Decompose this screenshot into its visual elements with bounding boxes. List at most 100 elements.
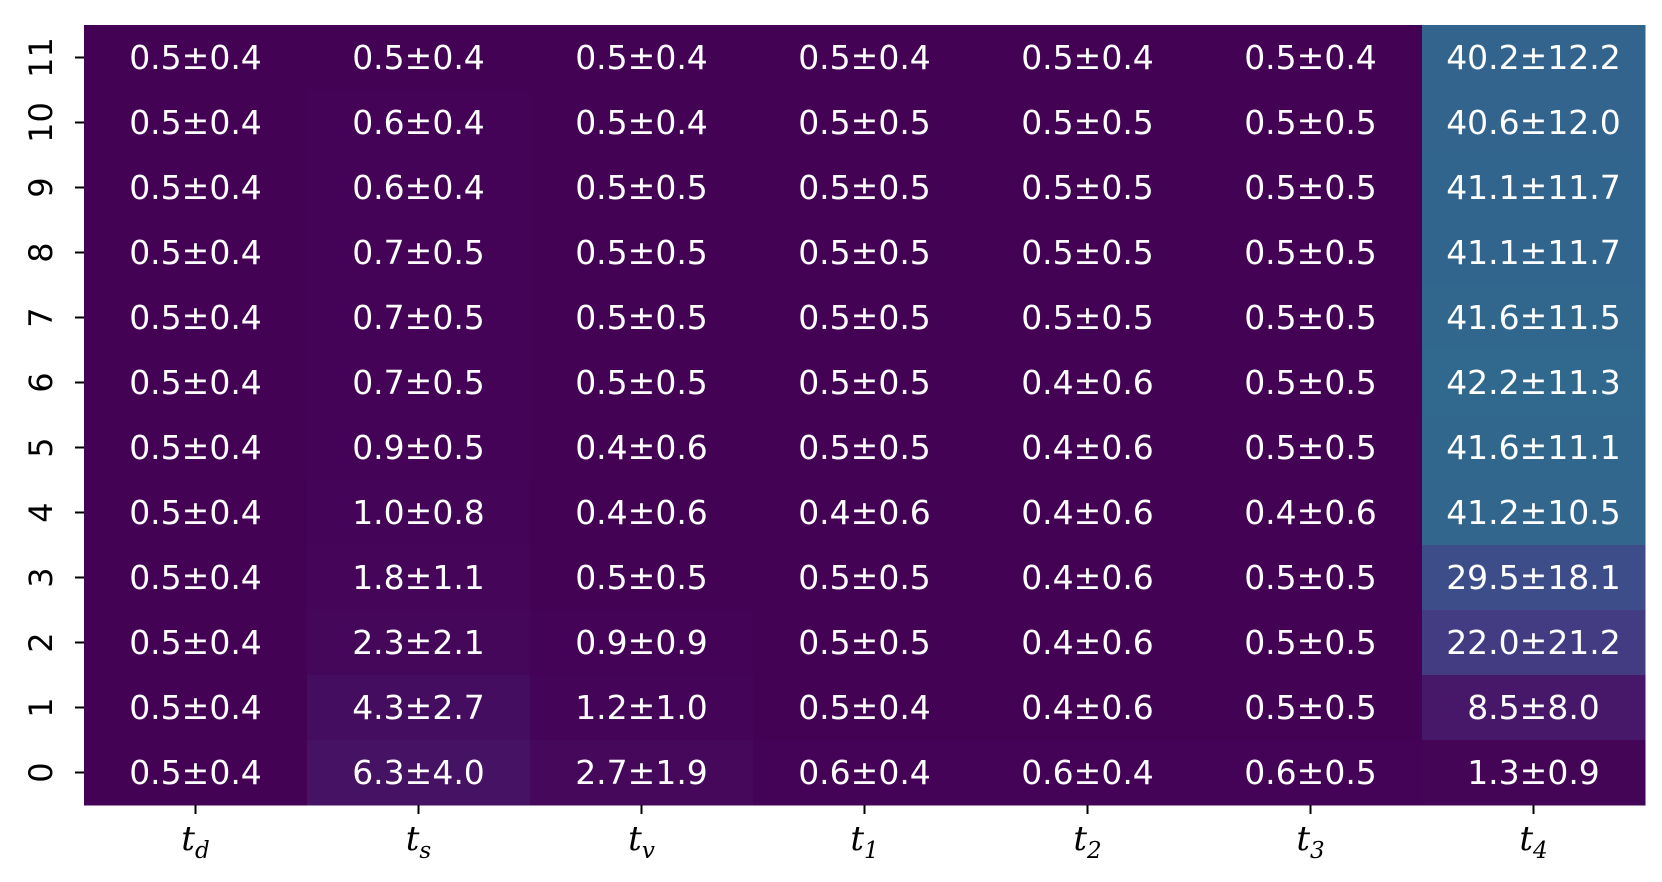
cell-value-label: 0.5±0.4	[575, 103, 708, 142]
heatmap-cell-r0-c2	[530, 25, 754, 91]
cell-value-label: 0.5±0.5	[798, 363, 931, 402]
heatmap-cell-r6-c1	[307, 415, 531, 481]
heatmap-cell-r6-c4	[976, 415, 1200, 481]
heatmap-cell-r10-c2	[530, 675, 754, 741]
cell-value-label: 0.5±0.4	[129, 38, 262, 77]
cell-value-label: 1.2±1.0	[575, 688, 708, 727]
cell-value-label: 40.2±12.2	[1446, 38, 1621, 77]
cell-value-label: 0.4±0.6	[798, 493, 931, 532]
cell-value-label: 0.4±0.6	[1021, 688, 1154, 727]
heatmap-cell-r11-c6	[1422, 740, 1646, 806]
x-tick-label-subscript: 2	[1086, 838, 1102, 864]
cell-value-label: 0.5±0.4	[129, 168, 262, 207]
y-tick-label: 5	[22, 437, 60, 457]
cell-value-label: 0.4±0.6	[575, 428, 708, 467]
cell-value-label: 0.5±0.5	[1244, 688, 1377, 727]
x-tick-label: t1	[850, 819, 878, 864]
cell-value-label: 0.5±0.5	[1021, 233, 1154, 272]
cell-value-label: 0.5±0.5	[575, 558, 708, 597]
cell-value-label: 0.4±0.6	[1244, 493, 1377, 532]
cell-value-label: 2.7±1.9	[575, 753, 708, 792]
cell-value-label: 0.7±0.5	[352, 233, 485, 272]
heatmap-cell-r11-c4	[976, 740, 1200, 806]
heatmap-cell-r4-c1	[307, 285, 531, 351]
cell-value-label: 0.5±0.4	[129, 688, 262, 727]
heatmap-cell-r7-c2	[530, 480, 754, 546]
heatmap-cell-r3-c6	[1422, 220, 1646, 286]
heatmap-cell-r4-c2	[530, 285, 754, 351]
heatmap-cell-r5-c0	[84, 350, 308, 416]
cell-value-label: 0.4±0.6	[1021, 428, 1154, 467]
heatmap-cell-r5-c5	[1199, 350, 1423, 416]
x-tick-label-subscript: v	[642, 838, 655, 864]
heatmap-cell-r1-c6	[1422, 90, 1646, 156]
heatmap-cell-r9-c3	[753, 610, 977, 676]
y-tick-label: 11	[22, 37, 60, 78]
cell-value-label: 0.5±0.5	[1244, 623, 1377, 662]
heatmap-cell-r3-c4	[976, 220, 1200, 286]
heatmap-cell-r5-c6	[1422, 350, 1646, 416]
heatmap-cell-r8-c0	[84, 545, 308, 611]
y-tick-label: 1	[22, 697, 60, 717]
cell-value-label: 6.3±4.0	[352, 753, 485, 792]
cell-value-label: 0.5±0.5	[575, 233, 708, 272]
cell-value-label: 4.3±2.7	[352, 688, 485, 727]
cell-value-label: 0.5±0.4	[798, 38, 931, 77]
cell-value-label: 22.0±21.2	[1446, 623, 1621, 662]
x-tick-label-subscript: 1	[864, 838, 879, 864]
cell-value-label: 41.1±11.7	[1446, 168, 1621, 207]
heatmap-cell-r10-c4	[976, 675, 1200, 741]
heatmap-cell-r0-c0	[84, 25, 308, 91]
y-tick-label: 8	[22, 242, 60, 262]
cell-value-label: 0.4±0.6	[1021, 363, 1154, 402]
x-tick-label-base: t	[181, 819, 195, 859]
cell-value-label: 0.5±0.4	[129, 623, 262, 662]
heatmap-cell-r4-c5	[1199, 285, 1423, 351]
heatmap-cell-r11-c3	[753, 740, 977, 806]
cell-value-label: 0.5±0.5	[798, 623, 931, 662]
heatmap-cell-r9-c1	[307, 610, 531, 676]
heatmap-cell-r10-c0	[84, 675, 308, 741]
x-tick-label: ts	[406, 819, 432, 864]
cell-value-label: 0.5±0.4	[129, 753, 262, 792]
heatmap-cell-r7-c1	[307, 480, 531, 546]
heatmap-cell-r2-c4	[976, 155, 1200, 221]
x-tick-label-base: t	[850, 819, 864, 859]
x-tick-label-subscript: s	[419, 838, 431, 864]
cell-value-label: 41.6±11.5	[1446, 298, 1621, 337]
cell-value-label: 0.7±0.5	[352, 298, 485, 337]
cell-value-label: 0.5±0.5	[1244, 558, 1377, 597]
heatmap-cell-r8-c5	[1199, 545, 1423, 611]
heatmap-cell-r10-c1	[307, 675, 531, 741]
heatmap-cell-r5-c1	[307, 350, 531, 416]
heatmap-cell-r1-c5	[1199, 90, 1423, 156]
heatmap-cell-r0-c5	[1199, 25, 1423, 91]
heatmap-cell-r3-c3	[753, 220, 977, 286]
cell-value-label: 0.4±0.6	[1021, 623, 1154, 662]
heatmap-cell-r7-c0	[84, 480, 308, 546]
y-tick-label: 6	[22, 372, 60, 392]
cell-value-label: 0.6±0.4	[352, 168, 485, 207]
cell-value-label: 0.5±0.4	[1021, 38, 1154, 77]
cell-value-label: 0.5±0.5	[798, 233, 931, 272]
heatmap-cell-r8-c3	[753, 545, 977, 611]
heatmap-cell-r5-c3	[753, 350, 977, 416]
heatmap-cell-r2-c2	[530, 155, 754, 221]
heatmap-cell-r10-c5	[1199, 675, 1423, 741]
y-tick-label: 3	[22, 567, 60, 587]
heatmap-cell-r8-c2	[530, 545, 754, 611]
y-tick-label: 9	[22, 177, 60, 197]
heatmap-cell-r6-c2	[530, 415, 754, 481]
cell-value-label: 0.4±0.6	[1021, 558, 1154, 597]
heatmap-cell-r4-c3	[753, 285, 977, 351]
heatmap-cell-r11-c1	[307, 740, 531, 806]
cell-value-label: 0.9±0.9	[575, 623, 708, 662]
x-tick-label-subscript: 3	[1310, 838, 1325, 864]
heatmap-cell-r6-c0	[84, 415, 308, 481]
x-tick-label: td	[181, 819, 209, 864]
heatmap-cell-r9-c6	[1422, 610, 1646, 676]
cell-value-label: 0.5±0.5	[798, 298, 931, 337]
heatmap-cell-r11-c0	[84, 740, 308, 806]
heatmap-cell-r1-c3	[753, 90, 977, 156]
